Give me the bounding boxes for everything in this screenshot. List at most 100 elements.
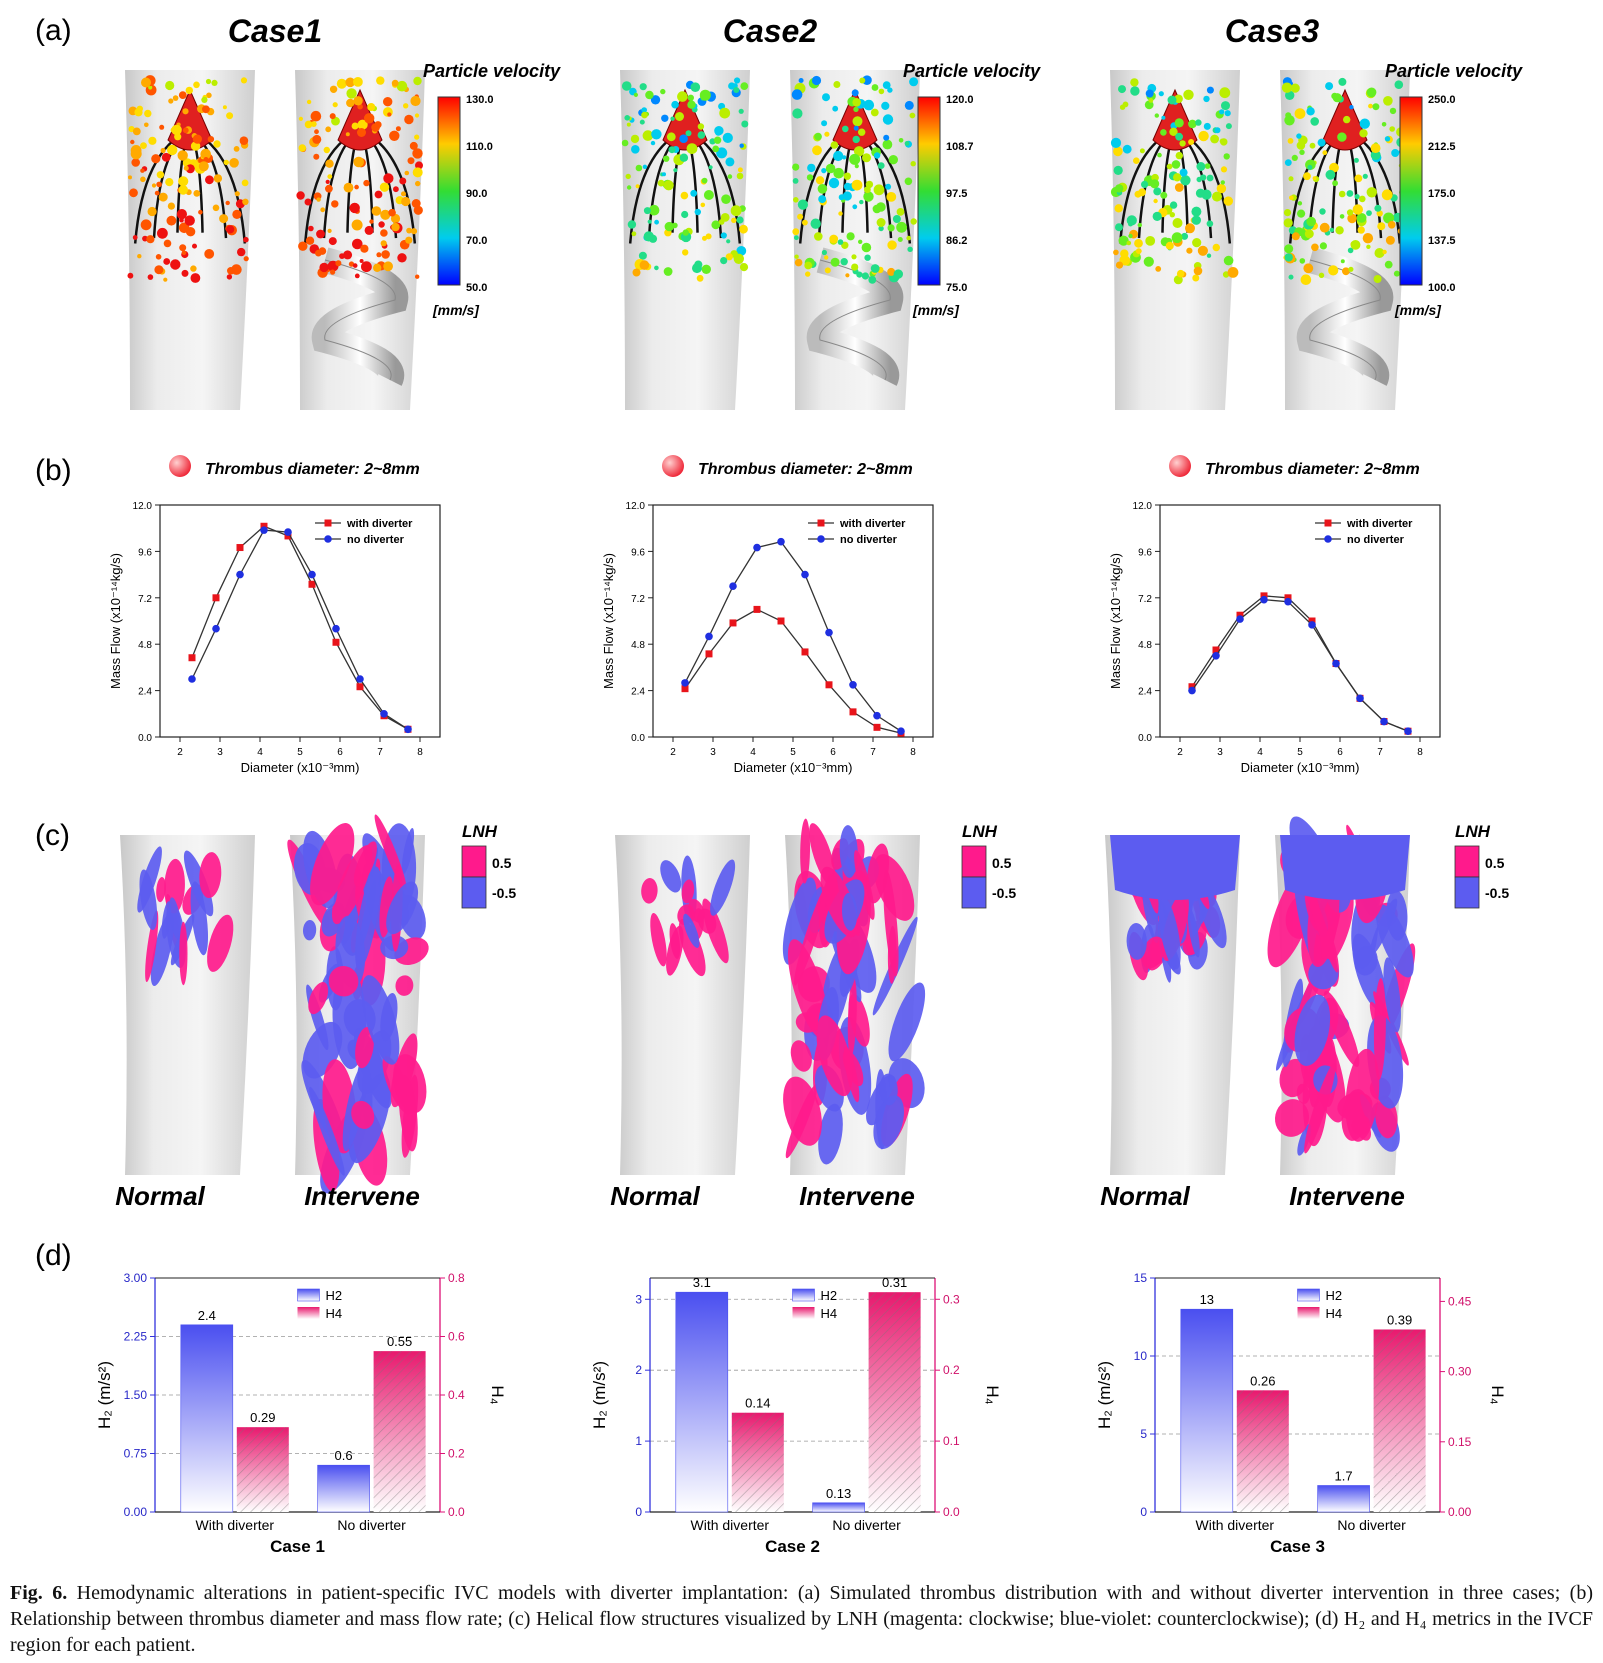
thrombus-particle xyxy=(1343,115,1351,124)
thrombus-particle xyxy=(1143,256,1154,267)
no-diverter-point xyxy=(1260,595,1268,604)
x-tick-label: 2 xyxy=(1177,747,1183,758)
with-diverter-point xyxy=(284,532,292,540)
thrombus-particle xyxy=(711,220,721,230)
thrombus-particle xyxy=(1374,248,1385,258)
thrombus-particle xyxy=(648,204,660,216)
left-tick-label: 0.75 xyxy=(124,1447,148,1461)
legend-h4-label: H4 xyxy=(1326,1306,1343,1321)
thrombus-particle xyxy=(845,273,850,278)
thrombus-particle xyxy=(165,178,174,187)
thrombus-particle xyxy=(1114,204,1123,213)
right-tick-label: 0.30 xyxy=(1448,1365,1472,1379)
thrombus-particle xyxy=(837,239,844,245)
panel-label-c: (c) xyxy=(35,819,70,852)
left-tick-label: 2.25 xyxy=(124,1330,148,1344)
thrombus-particle xyxy=(1183,89,1194,101)
thrombus-particle xyxy=(1130,86,1140,96)
thrombus-particle xyxy=(705,233,712,240)
thrombus-particle xyxy=(1118,235,1129,246)
legend-text: no diverter xyxy=(1347,534,1405,546)
legend-marker-square xyxy=(817,519,825,527)
thrombus-particle xyxy=(130,139,135,145)
thrombus-particle xyxy=(140,176,146,183)
right-tick-label: 0.8 xyxy=(448,1271,465,1285)
thrombus-particle xyxy=(242,198,249,205)
no-diverter-point xyxy=(188,675,196,683)
helical-structure xyxy=(790,1040,812,1072)
thrombus-particle xyxy=(887,87,893,93)
thrombus-particle xyxy=(391,79,399,87)
thrombus-particle xyxy=(642,164,648,169)
thrombus-particle xyxy=(886,192,897,202)
h2-h4-chart-3: 0 5 10 15 0.00 0.15 0.30 0.45 13 0.26 With diverte… xyxy=(1095,1271,1507,1556)
thrombus-particle xyxy=(325,184,333,193)
mass-flow-chart-1: Thrombus diameter: 2~8mm 0.0 2.4 4.8 7.2 9.6 1… xyxy=(108,455,441,775)
y-tick-label: 4.8 xyxy=(138,640,152,651)
thrombus-particle xyxy=(376,252,382,258)
thrombus-particle xyxy=(157,227,168,239)
thrombus-particle xyxy=(172,95,179,101)
thrombus-particle xyxy=(892,215,901,223)
thrombus-label: Thrombus diameter: 2~8mm xyxy=(698,461,913,478)
helical-structure xyxy=(1158,895,1181,970)
x-tick-label: 3 xyxy=(217,747,223,758)
thrombus-particle xyxy=(380,240,387,247)
helical-structure xyxy=(1383,957,1401,1033)
row-c-label: Normal xyxy=(115,1181,205,1211)
no-diverter-point xyxy=(332,624,340,633)
panel-label-b: (b) xyxy=(35,454,72,487)
thrombus-particle xyxy=(1223,255,1234,266)
thrombus-particle xyxy=(881,101,890,110)
thrombus-particle xyxy=(410,228,418,235)
thrombus-particle xyxy=(298,116,303,121)
colorbar-tick: 212.5 xyxy=(1428,141,1456,153)
thrombus-particle xyxy=(1115,223,1123,232)
thrombus-particle xyxy=(1153,198,1158,204)
thrombus-particle xyxy=(692,263,702,274)
with-diverter-point xyxy=(1308,617,1316,625)
thrombus-particle xyxy=(722,132,733,143)
h4-value-label: 0.39 xyxy=(1387,1312,1412,1327)
x-tick-label: 8 xyxy=(910,747,916,758)
vessel-render-1-with-diverter xyxy=(295,70,425,410)
thrombus-particle xyxy=(853,125,859,131)
thrombus-particle xyxy=(647,219,652,224)
h2-h4-chart-2: 0 1 2 3 0.0 0.1 0.2 0.3 3.1 0.14 With diverter 0.13… xyxy=(590,1275,1002,1556)
thrombus-particle xyxy=(741,120,749,128)
helical-structure xyxy=(818,1103,843,1165)
thrombus-particle xyxy=(690,82,701,92)
helical-structure xyxy=(139,869,158,930)
thrombus-particle xyxy=(233,146,240,152)
thrombus-particle xyxy=(621,81,632,91)
thrombus-particle xyxy=(1227,267,1239,278)
h4-bar-hatch xyxy=(868,1292,921,1512)
thrombus-particle xyxy=(388,208,396,217)
legend-h4-swatch xyxy=(1297,1307,1320,1319)
thrombus-particle xyxy=(1203,95,1210,103)
thrombus-particle xyxy=(838,194,845,201)
colorbar-tick: 108.7 xyxy=(946,141,974,153)
thrombus-particle xyxy=(713,136,722,144)
lnh-neg-swatch xyxy=(461,876,487,909)
thrombus-particle xyxy=(1174,94,1183,104)
thrombus-particle xyxy=(298,241,308,251)
thrombus-particle xyxy=(737,167,743,173)
thrombus-particle xyxy=(697,123,705,130)
thrombus-particle xyxy=(319,262,329,273)
thrombus-particle xyxy=(877,162,885,170)
no-diverter-point xyxy=(1212,652,1220,660)
lnh-legend-1: LNH 0.5 -0.5 xyxy=(461,822,516,909)
thrombus-particle xyxy=(804,261,813,270)
thrombus-particle xyxy=(727,174,733,179)
thrombus-particle xyxy=(1191,206,1202,217)
y-tick-label: 0.0 xyxy=(631,733,645,744)
thrombus-particle xyxy=(1287,138,1294,144)
no-diverter-point xyxy=(1404,727,1412,735)
thrombus-particle xyxy=(1179,168,1188,177)
thrombus-particle xyxy=(179,244,187,252)
thrombus-particle xyxy=(306,99,312,105)
thrombus-particle xyxy=(731,217,737,223)
thrombus-particle xyxy=(190,141,201,151)
h4-value-label: 0.55 xyxy=(387,1334,412,1349)
